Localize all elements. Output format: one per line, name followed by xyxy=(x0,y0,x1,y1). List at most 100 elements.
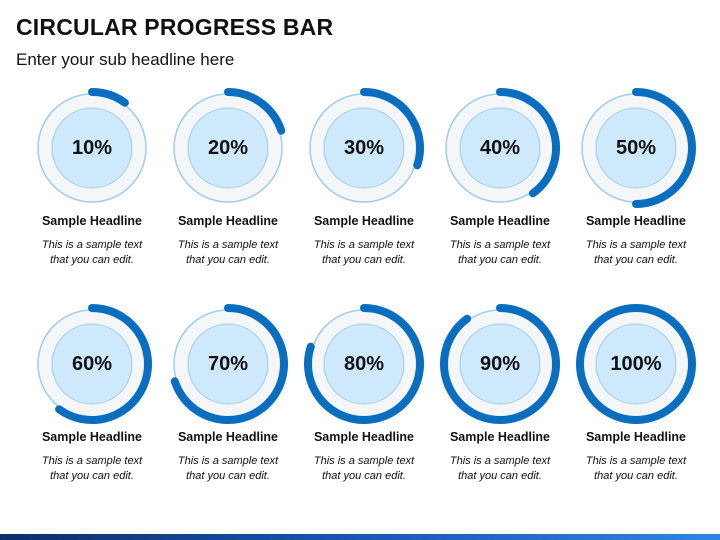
progress-card: 100% Sample Headline This is a sample te… xyxy=(564,300,700,516)
progress-card: 70% Sample Headline This is a sample tex… xyxy=(156,300,292,516)
card-description-line: that you can edit. xyxy=(50,470,134,482)
progress-ring-svg xyxy=(576,304,696,424)
progress-percent: 10% xyxy=(71,136,113,159)
card-headline: Sample Headline xyxy=(585,214,687,228)
progress-percent: 100% xyxy=(610,352,662,375)
card-description-line: This is a sample text xyxy=(177,455,279,467)
page-subtitle: Enter your sub headline here xyxy=(16,50,235,69)
ring-inner-circle xyxy=(595,107,677,189)
progress-arc xyxy=(170,304,288,424)
card-description: This is a sample text that you can edit. xyxy=(428,238,572,268)
ring-inner-circle xyxy=(323,107,405,189)
progress-card: 60% Sample Headline This is a sample tex… xyxy=(20,300,156,516)
progress-ring-svg xyxy=(37,304,152,424)
card-description-line: This is a sample text xyxy=(313,239,415,251)
card-description: This is a sample text that you can edit. xyxy=(564,238,708,268)
card-description: This is a sample text that you can edit. xyxy=(292,454,436,484)
card-description: This is a sample text that you can edit. xyxy=(20,238,164,268)
progress-ring-svg xyxy=(37,88,147,203)
page-title: CIRCULAR PROGRESS BAR xyxy=(16,14,334,40)
progress-ring-svg xyxy=(304,304,424,424)
progress-arc xyxy=(224,88,286,135)
progress-arc xyxy=(55,304,152,424)
progress-percent: 90% xyxy=(479,352,521,375)
progress-ring-svg xyxy=(170,304,288,424)
progress-arc xyxy=(576,304,696,424)
ring-inner-circle xyxy=(51,107,133,189)
progress-card: 40% Sample Headline This is a sample tex… xyxy=(428,84,564,300)
progress-arc xyxy=(440,304,560,424)
card-description-line: that you can edit. xyxy=(50,254,134,266)
progress-card: 50% Sample Headline This is a sample tex… xyxy=(564,84,700,300)
card-description-line: that you can edit. xyxy=(594,254,678,266)
progress-percent: 70% xyxy=(207,352,249,375)
progress-arc xyxy=(304,304,424,424)
card-description-line: This is a sample text xyxy=(585,239,687,251)
ring-inner-circle xyxy=(51,323,133,405)
card-headline: Sample Headline xyxy=(313,214,415,228)
progress-ring xyxy=(572,300,700,428)
card-headline: Sample Headline xyxy=(585,430,687,444)
card-headline: Sample Headline xyxy=(313,430,415,444)
progress-card: 20% Sample Headline This is a sample tex… xyxy=(156,84,292,300)
progress-percent: 50% xyxy=(615,136,657,159)
progress-card: 30% Sample Headline This is a sample tex… xyxy=(292,84,428,300)
progress-ring xyxy=(572,84,700,212)
card-headline: Sample Headline xyxy=(449,430,551,444)
progress-arc xyxy=(88,88,129,107)
progress-ring xyxy=(300,84,428,212)
card-description-line: This is a sample text xyxy=(41,455,143,467)
progress-arc xyxy=(632,88,696,208)
progress-ring xyxy=(28,84,156,212)
progress-arc xyxy=(360,88,424,170)
ring-inner-circle xyxy=(187,323,269,405)
card-description-line: that you can edit. xyxy=(458,470,542,482)
progress-card: 80% Sample Headline This is a sample tex… xyxy=(292,300,428,516)
progress-ring xyxy=(164,300,292,428)
progress-ring xyxy=(164,84,292,212)
card-headline: Sample Headline xyxy=(41,214,143,228)
card-description: This is a sample text that you can edit. xyxy=(564,454,708,484)
card-description-line: that you can edit. xyxy=(186,254,270,266)
progress-percent: 30% xyxy=(343,136,385,159)
card-description: This is a sample text that you can edit. xyxy=(156,454,300,484)
progress-card: 10% Sample Headline This is a sample tex… xyxy=(20,84,156,300)
card-headline: Sample Headline xyxy=(449,214,551,228)
card-description: This is a sample text that you can edit. xyxy=(292,238,436,268)
card-description: This is a sample text that you can edit. xyxy=(156,238,300,268)
card-description-line: This is a sample text xyxy=(41,239,143,251)
progress-ring xyxy=(300,300,428,428)
card-description-line: that you can edit. xyxy=(186,470,270,482)
progress-ring xyxy=(28,300,156,428)
ring-inner-circle xyxy=(459,323,541,405)
footer-accent-bar xyxy=(0,534,720,540)
card-description-line: that you can edit. xyxy=(322,254,406,266)
progress-ring-svg xyxy=(445,88,560,203)
card-description: This is a sample text that you can edit. xyxy=(20,454,164,484)
progress-ring xyxy=(436,300,564,428)
card-headline: Sample Headline xyxy=(177,214,279,228)
progress-percent: 20% xyxy=(207,136,249,159)
ring-inner-circle xyxy=(459,107,541,189)
card-description-line: that you can edit. xyxy=(322,470,406,482)
progress-ring-svg xyxy=(173,88,286,203)
progress-arc xyxy=(496,88,560,198)
progress-ring-svg xyxy=(309,88,424,203)
progress-grid: 10% Sample Headline This is a sample tex… xyxy=(0,84,720,516)
card-headline: Sample Headline xyxy=(41,430,143,444)
card-description-line: This is a sample text xyxy=(449,239,551,251)
card-description-line: This is a sample text xyxy=(313,455,415,467)
card-description: This is a sample text that you can edit. xyxy=(428,454,572,484)
ring-inner-circle xyxy=(187,107,269,189)
progress-ring xyxy=(436,84,564,212)
ring-inner-circle xyxy=(323,323,405,405)
ring-inner-circle xyxy=(595,323,677,405)
progress-percent: 80% xyxy=(343,352,385,375)
card-description-line: that you can edit. xyxy=(594,470,678,482)
progress-card: 90% Sample Headline This is a sample tex… xyxy=(428,300,564,516)
progress-percent: 40% xyxy=(479,136,521,159)
card-headline: Sample Headline xyxy=(177,430,279,444)
card-description-line: that you can edit. xyxy=(458,254,542,266)
progress-percent: 60% xyxy=(71,352,113,375)
card-description-line: This is a sample text xyxy=(177,239,279,251)
